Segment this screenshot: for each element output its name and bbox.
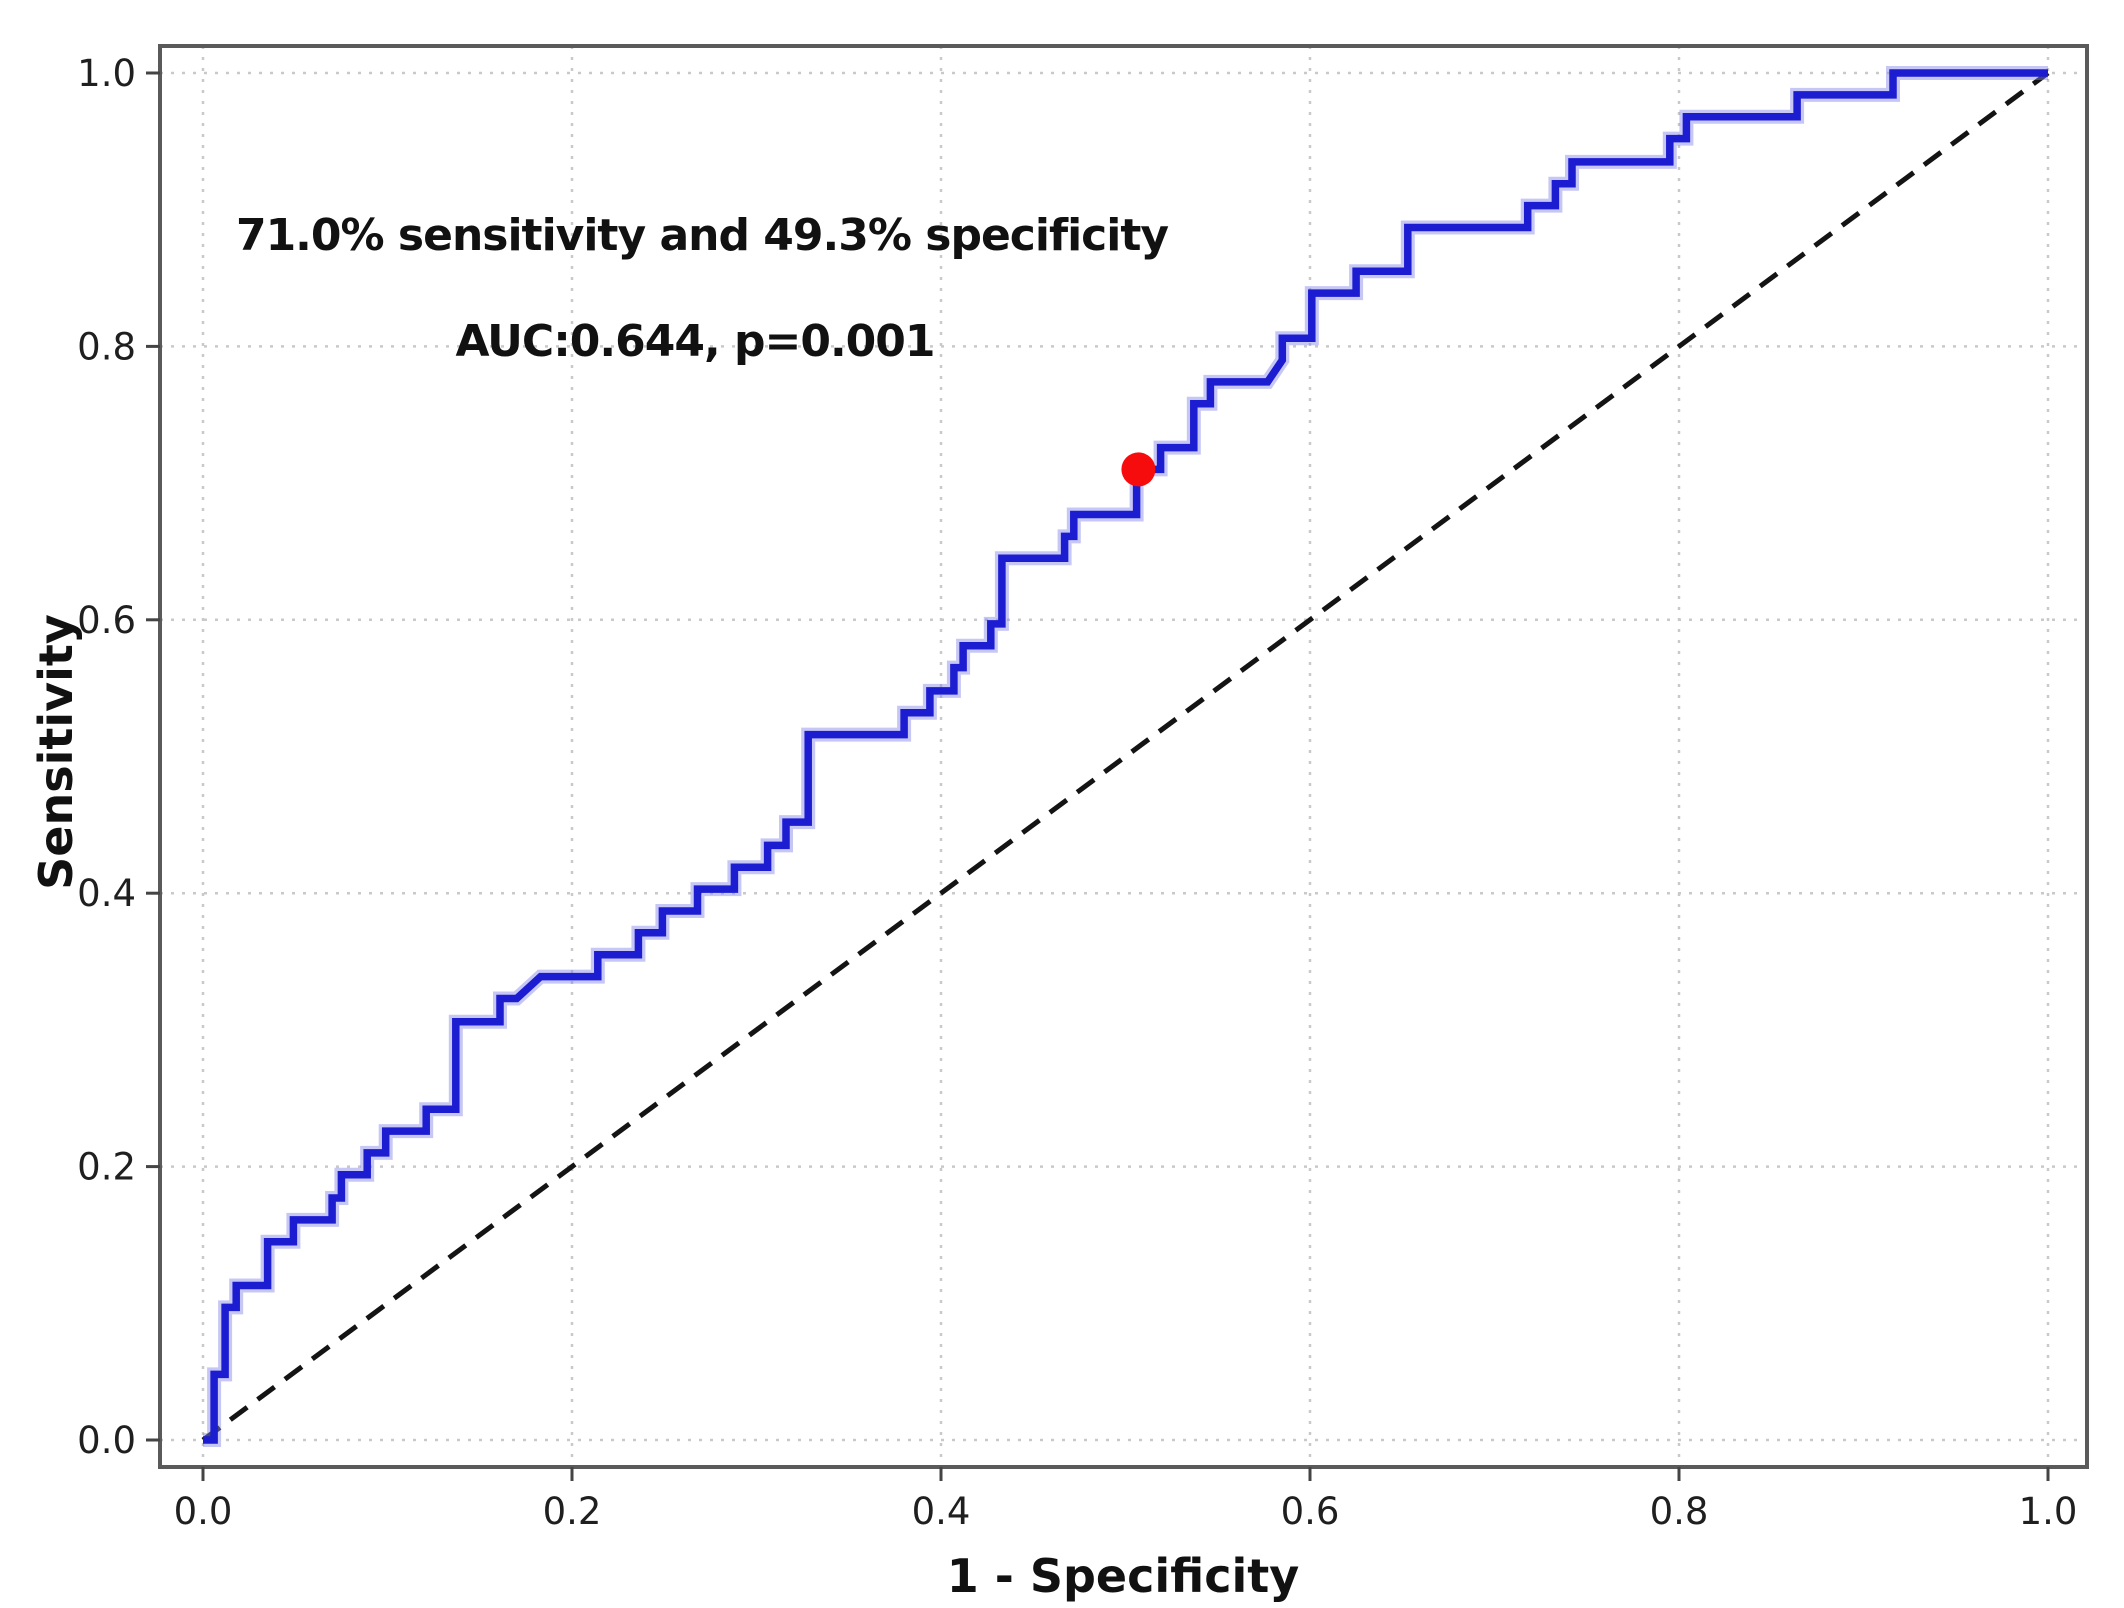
- x-tick-label: 0.8: [1650, 1490, 1709, 1533]
- plot-border: [158, 44, 2089, 1469]
- x-tick-label: 0.4: [912, 1490, 971, 1533]
- y-tick-label: 0.2: [77, 1146, 136, 1189]
- x-tick-label: 0.2: [543, 1490, 602, 1533]
- y-axis-label: Sensitivity: [29, 614, 83, 890]
- x-axis-label: 1 - Specificity: [947, 1549, 1300, 1603]
- y-tick-label: 0.4: [77, 872, 136, 915]
- annotation-sensitivity-specificity: 71.0% sensitivity and 49.3% specificity: [236, 210, 1168, 261]
- axis-ticks: [146, 71, 2050, 1481]
- x-tick-label: 1.0: [2019, 1490, 2078, 1533]
- y-tick-label: 1.0: [77, 52, 136, 95]
- annotation-auc-pvalue: AUC:0.644, p=0.001: [455, 316, 934, 367]
- y-tick-label: 0.6: [77, 599, 136, 642]
- roc-curve: [203, 69, 2048, 1444]
- gridlines: [160, 46, 2087, 1467]
- x-tick-label: 0.0: [174, 1490, 233, 1533]
- axis-tick-labels: 0.0 0.2 0.4 0.6 0.8 1.0 0.0 0.2 0.4 0.6 0.8 1.0: [77, 52, 2077, 1533]
- y-tick-label: 0.0: [77, 1419, 136, 1462]
- reference-diagonal-line: [201, 70, 2050, 1443]
- optimal-cutoff-point: [1121, 452, 1156, 487]
- y-tick-label: 0.8: [77, 325, 136, 368]
- x-tick-label: 0.6: [1281, 1490, 1340, 1533]
